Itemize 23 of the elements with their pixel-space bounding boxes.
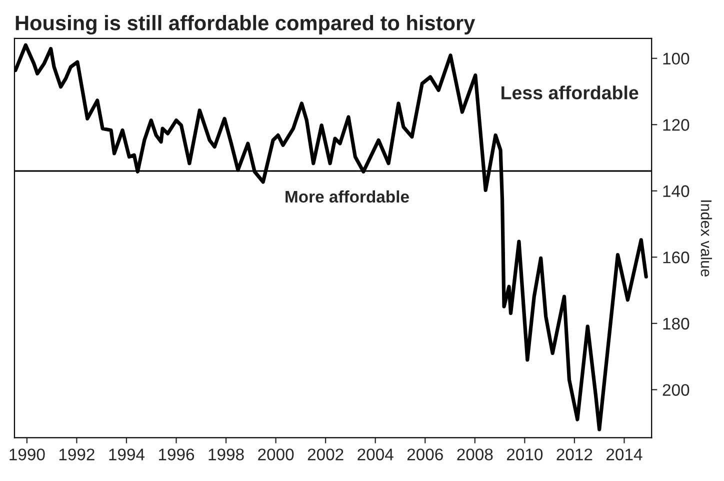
x-tick-label: 2008 xyxy=(457,448,493,460)
x-tick-label: 1998 xyxy=(208,448,244,460)
x-tick-label: 2002 xyxy=(308,448,344,460)
x-tick-label: 2014 xyxy=(606,448,642,460)
x-tick-label: 1992 xyxy=(59,448,94,460)
y-tick-label: 100 xyxy=(663,52,690,65)
y-tick-label: 140 xyxy=(663,185,690,198)
annotation: Less affordable xyxy=(502,86,638,100)
y-tick-label: 160 xyxy=(663,252,690,264)
x-tick-label: 2006 xyxy=(407,448,443,460)
x-tick-label: 2004 xyxy=(358,448,394,460)
x-tick-label: 2000 xyxy=(258,448,294,460)
x-tick-label: 1990 xyxy=(10,448,45,460)
annotation: More affordable xyxy=(286,190,409,203)
x-tick-label: 2010 xyxy=(506,448,543,460)
y-tick-label: 180 xyxy=(663,318,690,330)
x-tick-label: 1994 xyxy=(109,448,145,460)
chart-title: Housing is still affordable compared to history xyxy=(16,15,476,35)
y-tick-label: 120 xyxy=(663,119,690,131)
x-tick-label: 1996 xyxy=(158,448,194,460)
y-tick-label: 200 xyxy=(662,384,690,396)
y-axis-title: Index value xyxy=(700,200,712,276)
x-tick-label: 2012 xyxy=(556,448,592,460)
